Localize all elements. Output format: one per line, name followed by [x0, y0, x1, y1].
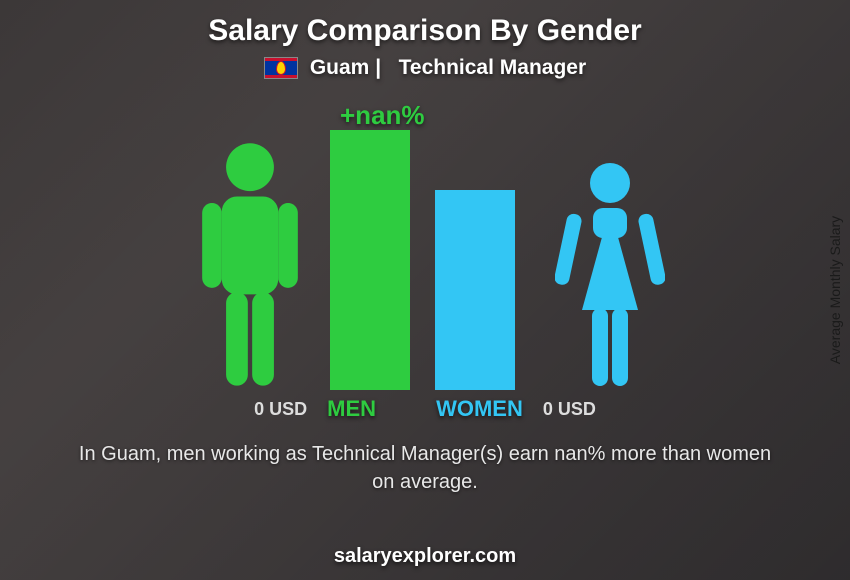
role-label: Technical Manager [399, 56, 587, 79]
man-icon [195, 140, 305, 390]
difference-label: +nan% [340, 100, 425, 131]
y-axis-label-wrap: Average Monthly Salary [820, 0, 850, 580]
women-value-label: 0 USD [543, 399, 596, 420]
men-category-label: MEN [327, 396, 376, 422]
page-title: Salary Comparison By Gender [0, 0, 850, 48]
women-category-label: WOMEN [436, 396, 523, 422]
guam-flag-icon [264, 57, 298, 79]
subtitle-row: Guam | Technical Manager [0, 56, 850, 80]
subtitle-text: Guam | Technical Manager [310, 56, 586, 80]
footer-brand: salaryexplorer.com [0, 545, 850, 568]
women-bar [435, 190, 515, 390]
men-value-label: 0 USD [254, 399, 307, 420]
chart-labels-row: 0 USD MEN WOMEN 0 USD [105, 396, 745, 422]
men-bar [330, 130, 410, 390]
separator: | [375, 56, 381, 79]
description-text: In Guam, men working as Technical Manage… [0, 430, 850, 496]
country-label: Guam [310, 56, 370, 79]
woman-icon [555, 160, 665, 390]
chart-area: +nan% 0 USD MEN WOMEN 0 USD [105, 100, 745, 430]
y-axis-label: Average Monthly Salary [827, 216, 843, 364]
